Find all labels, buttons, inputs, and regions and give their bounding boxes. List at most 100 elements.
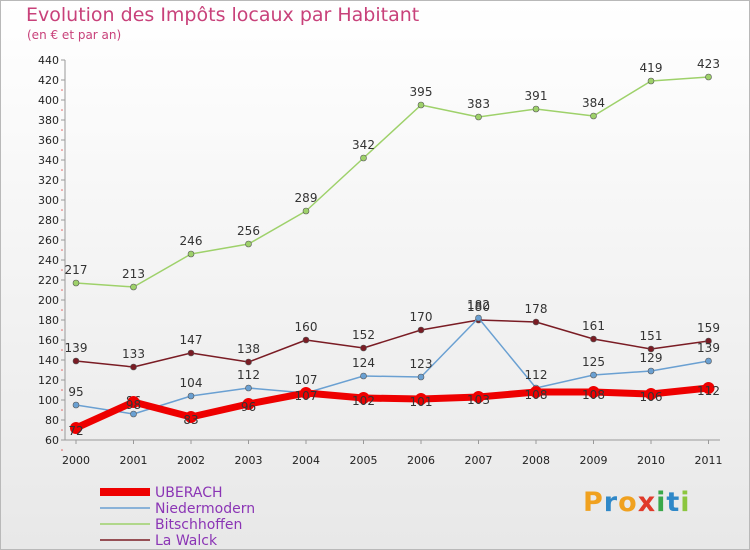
y-tick-label: 160 [38, 334, 59, 347]
y-tick-label: 120 [38, 374, 59, 387]
series-line-bitschhoffen [75, 76, 710, 288]
legend-label: La Walck [155, 533, 218, 549]
logo-letter: P [583, 487, 604, 518]
data-point [187, 349, 195, 357]
data-point [245, 240, 252, 248]
data-label: 152 [352, 328, 375, 342]
chart-title: Evolution des Impôts locaux par Habitant [26, 4, 420, 26]
data-point [475, 113, 482, 121]
y-minor-tick [61, 429, 63, 431]
logo-letter: x [637, 487, 657, 518]
y-tick-label: 320 [38, 174, 59, 187]
data-label: 217 [65, 263, 88, 277]
data-point [187, 250, 195, 258]
data-label: 106 [640, 390, 663, 404]
data-label: 180 [467, 300, 490, 314]
y-tick-label: 140 [38, 354, 59, 367]
chart-subtitle: (en € et par an) [27, 28, 122, 42]
data-point [70, 422, 82, 434]
data-point [702, 382, 715, 394]
x-tick-label: 2011 [695, 454, 723, 467]
data-point [360, 372, 367, 380]
data-point [530, 386, 542, 398]
data-point [590, 112, 597, 120]
proxiti-logo: Proxiti [583, 487, 691, 518]
y-tick-label: 340 [38, 154, 59, 167]
data-label: 107 [295, 373, 318, 387]
y-minor-tick [61, 349, 63, 351]
data-label: 108 [582, 388, 605, 402]
data-point [130, 410, 137, 418]
y-minor-tick [61, 209, 63, 211]
data-label: 72 [68, 424, 83, 438]
data-label: 383 [467, 97, 490, 111]
legend-label: UBERACH [155, 485, 223, 501]
legend-label: Niedermodern [155, 501, 255, 517]
data-point [130, 283, 137, 291]
y-minor-tick [61, 129, 63, 131]
data-label: 102 [352, 394, 375, 408]
y-minor-tick [61, 169, 63, 171]
data-label: 342 [352, 138, 375, 152]
data-label: 391 [525, 89, 548, 103]
data-label: 139 [697, 341, 720, 355]
x-tick-label: 2001 [120, 454, 148, 467]
y-tick-label: 380 [38, 114, 59, 127]
data-label: 170 [410, 310, 433, 324]
data-label: 419 [640, 61, 663, 75]
data-point [532, 105, 540, 113]
y-minor-tick [61, 409, 63, 411]
y-tick-label: 260 [38, 234, 59, 247]
data-point [72, 401, 80, 409]
data-label: 138 [237, 342, 260, 356]
legend-label: Bitschhoffen [155, 517, 242, 533]
data-label: 123 [410, 357, 433, 371]
x-tick-label: 2003 [235, 454, 263, 467]
data-point [645, 388, 657, 400]
data-label: 213 [122, 267, 145, 281]
data-label: 395 [410, 85, 433, 99]
data-label: 112 [237, 368, 260, 382]
logo-letter: r [603, 487, 619, 518]
y-tick-label: 440 [38, 54, 59, 67]
y-tick-label: 420 [38, 74, 59, 87]
y-tick-label: 180 [38, 314, 59, 327]
data-label: 107 [295, 389, 318, 403]
x-tick-label: 2007 [465, 454, 493, 467]
logo-letter: t [666, 487, 681, 518]
data-point [647, 367, 655, 375]
data-point [302, 336, 310, 344]
data-label: 133 [122, 347, 145, 361]
data-label: 384 [582, 96, 605, 110]
x-tick-label: 2000 [62, 454, 90, 467]
logo-letter: o [618, 487, 638, 518]
y-minor-tick [61, 249, 63, 251]
data-point [360, 344, 367, 352]
data-point [472, 391, 485, 403]
data-label: 182 [467, 298, 490, 312]
y-minor-tick [61, 289, 63, 291]
data-label: 159 [697, 321, 720, 335]
data-point [647, 345, 655, 353]
x-tick-label: 2005 [350, 454, 378, 467]
data-label: 125 [582, 355, 605, 369]
logo-letter: i [656, 487, 667, 518]
data-label: 161 [582, 319, 605, 333]
data-point [300, 387, 312, 399]
data-point [705, 73, 712, 81]
data-point [245, 384, 252, 392]
y-minor-tick [61, 449, 63, 451]
y-tick-label: 360 [38, 134, 59, 147]
data-label: 104 [180, 376, 203, 390]
y-tick-label: 280 [38, 214, 59, 227]
data-point [417, 373, 425, 381]
logo-letter: i [680, 487, 691, 518]
x-tick-label: 2008 [522, 454, 550, 467]
series-line-la-walck [75, 319, 710, 368]
y-minor-tick [61, 329, 63, 331]
data-label: 151 [640, 329, 663, 343]
y-minor-tick [61, 309, 63, 311]
y-tick-label: 200 [38, 294, 59, 307]
data-point [587, 386, 600, 398]
x-tick-label: 2002 [177, 454, 205, 467]
